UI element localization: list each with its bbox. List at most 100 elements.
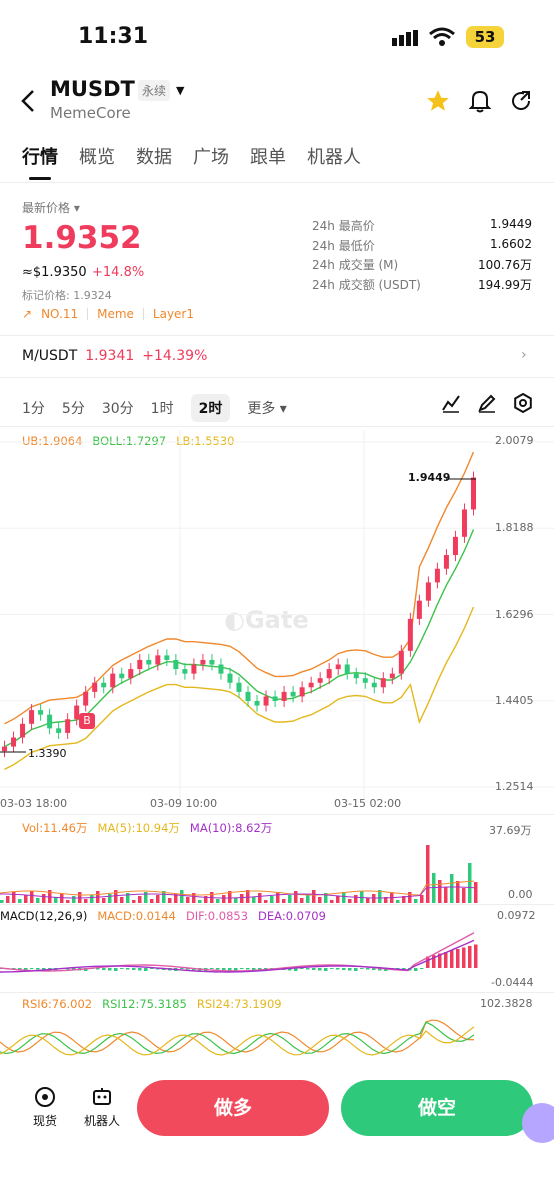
boll-lb: LB:1.5530 — [176, 434, 235, 448]
pair-subtitle: MemeCore — [50, 104, 131, 122]
high-marker: 1.9449 — [408, 471, 451, 484]
y-tick-label: 1.8188 — [495, 521, 534, 534]
candle-body — [425, 582, 431, 601]
stats-panel: 24h 最高价 1.9449 24h 最低价 1.6602 24h 成交量 (M) 1… — [312, 217, 532, 295]
vol-ma5: MA(5):10.94万 — [97, 821, 180, 835]
macd-histogram-bar — [30, 968, 34, 969]
volume-bar — [420, 895, 424, 903]
volume-bar — [318, 897, 322, 903]
chevron-right-icon[interactable]: › — [521, 347, 527, 363]
volume-bar — [156, 895, 160, 903]
settings-gear-icon[interactable] — [512, 392, 534, 414]
candle-body — [272, 696, 278, 701]
latest-price-label[interactable]: 最新价格 ▾ — [22, 201, 80, 215]
indicator-icon[interactable] — [440, 392, 462, 414]
volume-bar — [150, 899, 154, 903]
tab-data[interactable]: 数据 — [136, 147, 172, 168]
macd-histogram-bar — [348, 968, 352, 971]
interval-30m[interactable]: 30分 — [101, 401, 134, 417]
chevron-down-icon[interactable]: ▼ — [176, 84, 185, 97]
draw-pen-icon[interactable] — [476, 392, 498, 414]
volume-bar — [240, 894, 244, 903]
volume-bar — [456, 881, 460, 903]
stat-label: 24h 成交量 (M) — [312, 258, 399, 272]
candle-body — [443, 555, 449, 569]
macd-histogram-bar — [444, 952, 448, 968]
candle-body — [362, 678, 368, 683]
volume-bar — [276, 892, 280, 903]
tab-overview[interactable]: 概览 — [79, 147, 115, 168]
volume-bar — [18, 899, 22, 903]
stat-value: 1.6602 — [490, 236, 532, 251]
volume-bar — [222, 895, 226, 903]
buy-marker[interactable]: B — [79, 713, 95, 729]
candle-body — [254, 700, 260, 706]
volume-bar — [348, 899, 352, 903]
interval-more[interactable]: 更多 ▾ — [247, 401, 287, 417]
category-tag[interactable]: Layer1 — [152, 307, 194, 321]
candle-body — [38, 710, 44, 715]
candle-body — [155, 655, 161, 665]
x-tick-label: 03-09 10:00 — [150, 797, 218, 810]
signal-icon — [392, 30, 418, 46]
tab-square[interactable]: 广场 — [193, 147, 229, 168]
share-icon[interactable] — [509, 88, 533, 114]
volume-bar — [312, 890, 316, 903]
macd-histogram-bar — [222, 968, 226, 970]
rsi-line — [0, 1019, 475, 1053]
stat-value: 1.9449 — [490, 217, 532, 231]
interval-selector: 1分 5分 30分 1时 2时 更多 ▾ — [22, 394, 287, 422]
volume-bar — [144, 892, 148, 903]
macd-histogram-bar — [144, 968, 148, 971]
candle-body — [245, 691, 251, 701]
macd-histogram-bar — [228, 968, 232, 971]
short-button[interactable]: 做空 — [341, 1080, 533, 1136]
divider — [0, 377, 554, 378]
spot-link[interactable]: M/USDT 1.9341 +14.39% — [22, 348, 207, 364]
spot-nav-button[interactable]: 现货 — [23, 1085, 67, 1129]
volume-bar — [72, 896, 76, 903]
pair-title[interactable]: MUSDT — [50, 77, 135, 101]
interval-5m[interactable]: 5分 — [61, 401, 85, 417]
star-icon[interactable] — [425, 88, 451, 114]
bell-icon[interactable] — [468, 88, 492, 114]
tab-bot[interactable]: 机器人 — [307, 147, 361, 168]
assistant-bubble-icon[interactable] — [522, 1103, 554, 1143]
candle-body — [227, 673, 233, 683]
interval-2h[interactable]: 2时 — [190, 394, 231, 422]
candle-body — [110, 673, 116, 688]
interval-1m[interactable]: 1分 — [22, 401, 45, 417]
macd-histogram-bar — [414, 968, 418, 971]
tab-market[interactable]: 行情 — [22, 143, 58, 180]
volume-bar — [120, 897, 124, 903]
macd-histogram-bar — [318, 968, 322, 971]
volume-bar — [216, 899, 220, 903]
category-tag[interactable]: Meme — [97, 307, 134, 321]
price-chart[interactable] — [0, 430, 554, 810]
tab-copytrade[interactable]: 跟单 — [250, 147, 286, 168]
rank-tag[interactable]: NO.11 — [41, 307, 79, 321]
bot-nav-button[interactable]: 机器人 — [80, 1085, 124, 1129]
stat-row: 24h 成交额 (USDT) 194.99万 — [312, 276, 532, 296]
back-arrow-icon[interactable] — [18, 88, 40, 114]
macd-histogram-bar — [24, 968, 28, 971]
macd-dea: DEA:0.0709 — [258, 909, 326, 923]
macd-histogram-bar — [288, 968, 292, 971]
contract-type-tag: 永续 — [138, 80, 171, 101]
candle-body — [335, 664, 341, 670]
candle-body — [281, 691, 287, 701]
spot-nav-label: 现货 — [32, 1114, 57, 1128]
volume-bar — [372, 894, 376, 903]
x-tick-label: 03-15 02:00 — [334, 797, 402, 810]
volume-bar — [36, 898, 40, 903]
interval-1h[interactable]: 1时 — [150, 401, 174, 417]
volume-bar — [330, 900, 334, 903]
volume-bar — [336, 896, 340, 903]
candle-body — [29, 710, 35, 724]
y-tick-label: 2.0079 — [495, 434, 534, 447]
volume-bar — [0, 900, 4, 903]
macd-histogram-bar — [330, 968, 334, 969]
volume-bar — [384, 897, 388, 903]
long-button[interactable]: 做多 — [137, 1080, 329, 1136]
macd-histogram-bar — [474, 944, 478, 968]
